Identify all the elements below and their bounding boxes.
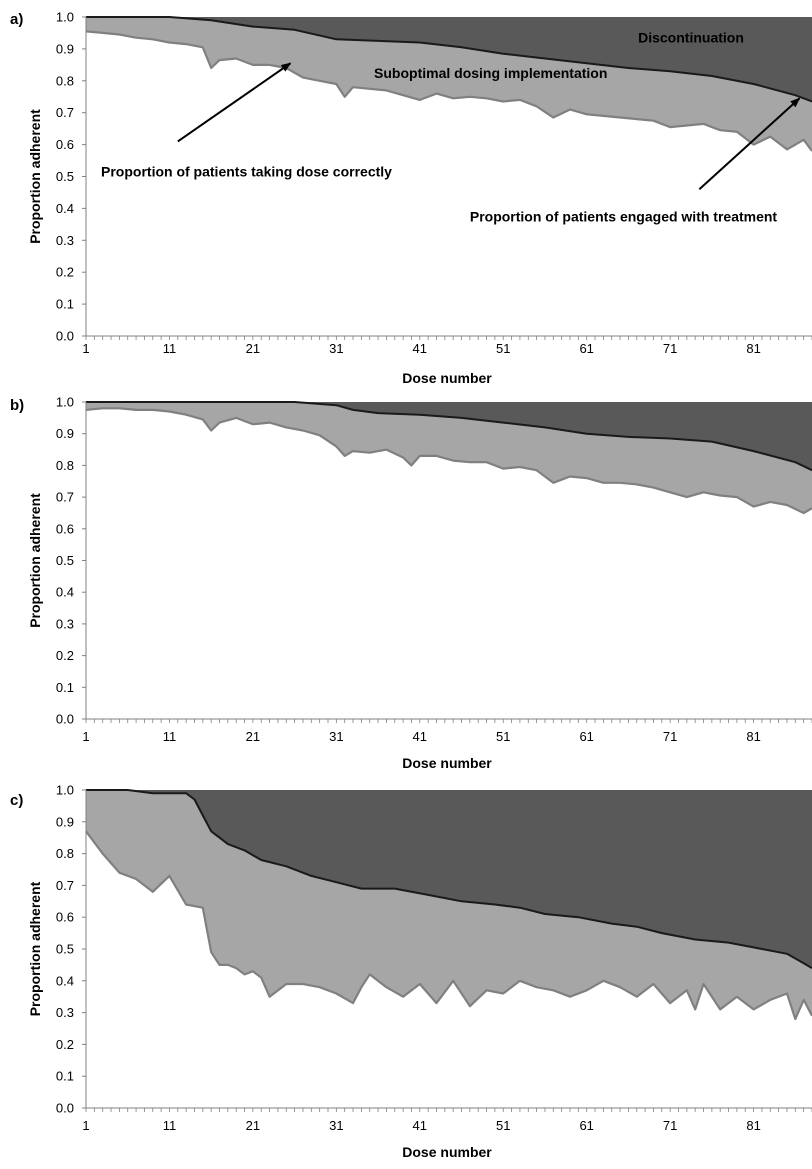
engaged-with-treatment-line <box>86 789 812 969</box>
x-tick-label: 1 <box>82 1118 89 1133</box>
y-tick-label: 0.0 <box>56 329 74 344</box>
x-tick-label: 61 <box>579 341 593 356</box>
y-axis-title: Proportion adherent <box>27 493 43 628</box>
x-tick-label: 81 <box>746 341 760 356</box>
x-tick-label: 31 <box>329 341 343 356</box>
y-tick-label: 0.3 <box>56 616 74 631</box>
taking-dose-correctly-line <box>85 30 812 152</box>
y-tick-label: 0.7 <box>56 490 74 505</box>
y-tick-label: 0.3 <box>56 1005 74 1020</box>
y-tick-label: 0.0 <box>56 1101 74 1116</box>
discontinuation-area <box>86 402 812 471</box>
x-tick-label: 21 <box>246 1118 260 1133</box>
y-tick-label: 0.8 <box>56 846 74 861</box>
y-tick-label: 0.1 <box>56 1069 74 1084</box>
y-axis-title: Proportion adherent <box>27 881 43 1016</box>
y-tick-label: 0.9 <box>56 41 74 56</box>
x-tick-label: 51 <box>496 1118 510 1133</box>
y-tick-label: 1.0 <box>56 783 74 798</box>
panel-label: b) <box>10 397 24 414</box>
y-tick-label: 0.4 <box>56 585 74 600</box>
y-tick-label: 0.3 <box>56 233 74 248</box>
y-tick-label: 0.7 <box>56 878 74 893</box>
annotation-label: Discontinuation <box>638 30 744 46</box>
y-tick-label: 0.2 <box>56 648 74 663</box>
x-axis-title: Dose number <box>402 1144 492 1160</box>
x-tick-label: 51 <box>496 729 510 744</box>
x-tick-label: 51 <box>496 341 510 356</box>
x-tick-label: 41 <box>413 341 427 356</box>
y-tick-label: 0.5 <box>56 169 74 184</box>
y-tick-label: 0.8 <box>56 458 74 473</box>
y-tick-label: 0.6 <box>56 137 74 152</box>
y-tick-label: 0.5 <box>56 942 74 957</box>
annotation-arrow <box>177 62 292 143</box>
y-axis-title: Proportion adherent <box>27 109 43 244</box>
x-tick-label: 81 <box>746 1118 760 1133</box>
annotation-label: Suboptimal dosing implementation <box>374 65 607 81</box>
x-tick-label: 1 <box>82 341 89 356</box>
x-tick-label: 21 <box>246 341 260 356</box>
x-tick-label: 71 <box>663 729 677 744</box>
y-tick-label: 0.5 <box>56 553 74 568</box>
x-tick-label: 61 <box>579 1118 593 1133</box>
y-tick-label: 0.4 <box>56 201 74 216</box>
y-tick-label: 0.1 <box>56 680 74 695</box>
x-tick-label: 11 <box>163 341 177 356</box>
x-tick-label: 71 <box>663 1118 677 1133</box>
chart-panel-3: 0.00.10.20.30.40.50.60.70.80.91.01 11 21 31… <box>10 783 812 1160</box>
x-tick-label: 71 <box>663 341 677 356</box>
y-tick-label: 0.6 <box>56 521 74 536</box>
x-tick-label: 21 <box>246 729 260 744</box>
x-tick-label: 41 <box>413 729 427 744</box>
y-tick-label: 0.2 <box>56 265 74 280</box>
x-tick-label: 41 <box>413 1118 427 1133</box>
x-axis-title: Dose number <box>402 370 492 386</box>
chart-panel-1: 0.00.10.20.30.40.50.60.70.80.91.01 11 21 31… <box>10 10 812 386</box>
y-tick-label: 0.7 <box>56 105 74 120</box>
x-tick-label: 11 <box>163 729 177 744</box>
y-tick-label: 0.4 <box>56 973 74 988</box>
engaged-with-treatment-line <box>86 401 812 472</box>
annotation-label: Proportion of patients engaged with trea… <box>470 208 778 224</box>
y-tick-label: 0.8 <box>56 73 74 88</box>
engaged-with-treatment-line <box>86 16 812 103</box>
discontinuation-area <box>86 17 812 102</box>
y-tick-label: 0.6 <box>56 910 74 925</box>
x-tick-label: 1 <box>82 729 89 744</box>
y-tick-label: 0.9 <box>56 814 74 829</box>
panel-label: c) <box>10 792 23 809</box>
annotation-label: Proportion of patients taking dose corre… <box>101 164 392 180</box>
taking-dose-correctly-line <box>85 407 812 515</box>
y-tick-label: 1.0 <box>56 10 74 25</box>
y-tick-label: 0.1 <box>56 297 74 312</box>
x-tick-label: 31 <box>329 1118 343 1133</box>
suboptimal-dosing-area <box>86 790 812 1019</box>
y-tick-label: 0.0 <box>56 712 74 727</box>
y-tick-label: 0.2 <box>56 1037 74 1052</box>
y-tick-label: 0.9 <box>56 426 74 441</box>
y-tick-label: 1.0 <box>56 395 74 410</box>
panel-label: a) <box>10 11 23 28</box>
x-tick-label: 61 <box>579 729 593 744</box>
x-axis-title: Dose number <box>402 755 492 771</box>
chart-panel-2: 0.00.10.20.30.40.50.60.70.80.91.01 11 21 31… <box>10 395 812 771</box>
taking-dose-correctly-line <box>85 830 812 1021</box>
x-tick-label: 31 <box>329 729 343 744</box>
discontinuation-area <box>86 790 812 969</box>
x-tick-label: 11 <box>163 1118 177 1133</box>
annotation-arrow <box>698 97 801 191</box>
x-tick-label: 81 <box>746 729 760 744</box>
suboptimal-dosing-area <box>86 402 812 513</box>
